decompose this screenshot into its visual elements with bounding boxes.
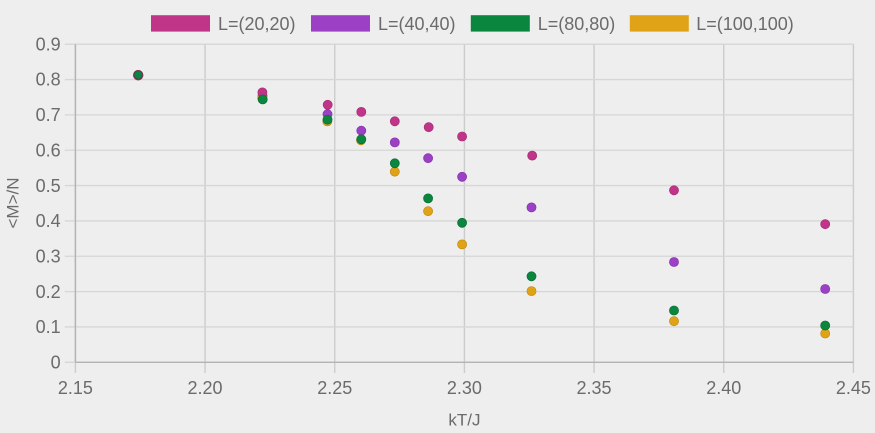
svg-text:<M>/N: <M>/N (4, 177, 23, 228)
svg-text:0.2: 0.2 (36, 282, 61, 302)
svg-text:2.20: 2.20 (188, 378, 223, 398)
svg-text:kT/J: kT/J (448, 411, 480, 430)
svg-text:L=(80,80): L=(80,80) (538, 14, 616, 34)
svg-text:2.15: 2.15 (58, 378, 93, 398)
svg-text:0: 0 (51, 353, 61, 373)
svg-text:0.5: 0.5 (36, 176, 61, 196)
svg-text:0.7: 0.7 (36, 105, 61, 125)
svg-text:2.25: 2.25 (317, 378, 352, 398)
svg-text:2.45: 2.45 (836, 378, 871, 398)
svg-text:0.1: 0.1 (36, 317, 61, 337)
svg-text:0.4: 0.4 (36, 211, 61, 231)
svg-text:2.30: 2.30 (447, 378, 482, 398)
svg-text:2.40: 2.40 (706, 378, 741, 398)
svg-text:2.35: 2.35 (577, 378, 612, 398)
svg-text:0.8: 0.8 (36, 70, 61, 90)
svg-text:L=(20,20): L=(20,20) (218, 14, 296, 34)
svg-text:L=(100,100): L=(100,100) (696, 14, 794, 34)
svg-text:0.3: 0.3 (36, 247, 61, 267)
svg-text:0.6: 0.6 (36, 140, 61, 160)
svg-text:0.9: 0.9 (36, 34, 61, 54)
svg-text:L=(40,40): L=(40,40) (378, 14, 456, 34)
